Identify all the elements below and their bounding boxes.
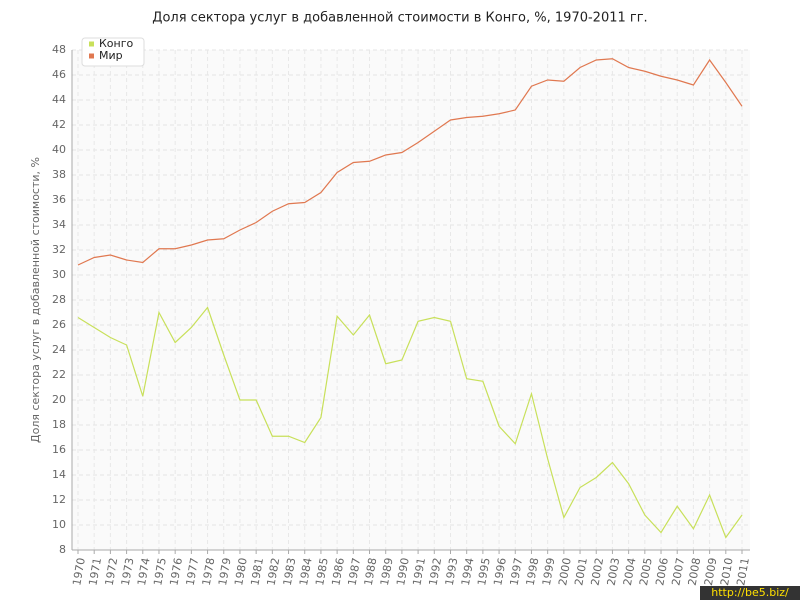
x-tick-label: 1988 [362,557,380,587]
x-tick-label: 2001 [572,557,590,587]
series-line [77,306,743,539]
x-tick-label: 1989 [378,557,396,587]
y-axis-label: Доля сектора услуг в добавленной стоимос… [29,157,42,443]
y-tick-label: 32 [52,243,66,256]
x-tick-label: 2000 [556,557,574,587]
x-tick-label: 1991 [410,557,428,587]
legend-label: Конго [99,37,134,50]
x-tick-label: 2003 [605,557,623,587]
x-tick-label: 1978 [200,557,218,587]
grid [71,49,750,554]
x-tick-label: 1980 [232,557,250,587]
y-tick-label: 24 [52,343,66,356]
y-tick-label: 38 [52,168,66,181]
y-tick-label: 22 [52,368,66,381]
y-tick-label: 46 [52,68,66,81]
legend-box [81,37,145,67]
y-tick-label: 48 [52,43,66,56]
y-tick-label: 10 [52,518,66,531]
x-tick-label: 1986 [329,557,347,587]
legend-swatch [89,53,94,59]
y-tick-label: 12 [52,493,66,506]
watermark-bg [700,586,800,600]
legend-label: Мир [99,49,123,62]
y-tick-label: 18 [52,418,66,431]
lines [77,58,743,539]
x-tick-label: 1971 [86,557,104,587]
y-tick-label: 42 [52,118,66,131]
x-tick-label: 2006 [653,557,671,587]
x-tick-label: 2007 [669,557,687,587]
x-tick-label: 1985 [313,557,331,587]
x-tick-label: 1976 [167,557,185,587]
x-tick-label: 1972 [103,557,121,587]
chart-title: Доля сектора услуг в добавленной стоимос… [152,11,647,26]
x-tick-label: 1994 [459,557,477,587]
y-tick-label: 30 [52,268,66,281]
x-tick-label: 1992 [427,557,445,587]
x-tick-label: 1997 [508,557,526,587]
x-tick-label: 1993 [443,557,461,587]
x-tick-label: 2008 [686,557,704,587]
x-tick-label: 2009 [702,557,720,587]
x-tick-label: 1999 [540,557,558,587]
x-tick-label: 1974 [135,557,153,587]
x-tick-label: 1977 [184,557,202,587]
x-tick-label: 1979 [216,557,234,587]
x-tick-label: 1983 [281,557,299,587]
y-tick-label: 16 [52,443,66,456]
watermark: http://be5.biz/ [711,586,789,599]
y-tick-label: 44 [52,93,66,106]
x-tick-label: 1998 [524,557,542,587]
x-tick-label: 1990 [394,557,412,587]
x-tick-label: 1996 [491,557,509,587]
y-tick-label: 36 [52,193,66,206]
y-tick-label: 40 [52,143,66,156]
y-tick-label: 14 [52,468,66,481]
y-tick-label: 26 [52,318,66,331]
x-tick-label: 2004 [621,557,639,587]
x-tick-label: 1981 [248,557,266,587]
x-tick-label: 1975 [151,557,169,587]
x-tick-label: 2005 [637,557,655,587]
x-tick-label: 1987 [346,557,364,587]
x-tick-label: 2002 [588,557,606,587]
y-tick-label: 28 [52,293,66,306]
y-tick-label: 34 [52,218,66,231]
x-tick-label: 1982 [265,557,283,587]
x-tick-label: 1995 [475,557,493,587]
y-tick-label: 8 [59,543,66,556]
x-tick-label: 2010 [718,557,736,587]
x-tick-label: 1984 [297,557,315,587]
x-tick-label: 1970 [70,557,88,587]
x-tick-label: 2011 [734,557,752,587]
legend-swatch [89,41,94,47]
series-line [77,58,743,266]
x-tick-label: 1973 [119,557,137,587]
y-tick-label: 20 [52,393,66,406]
